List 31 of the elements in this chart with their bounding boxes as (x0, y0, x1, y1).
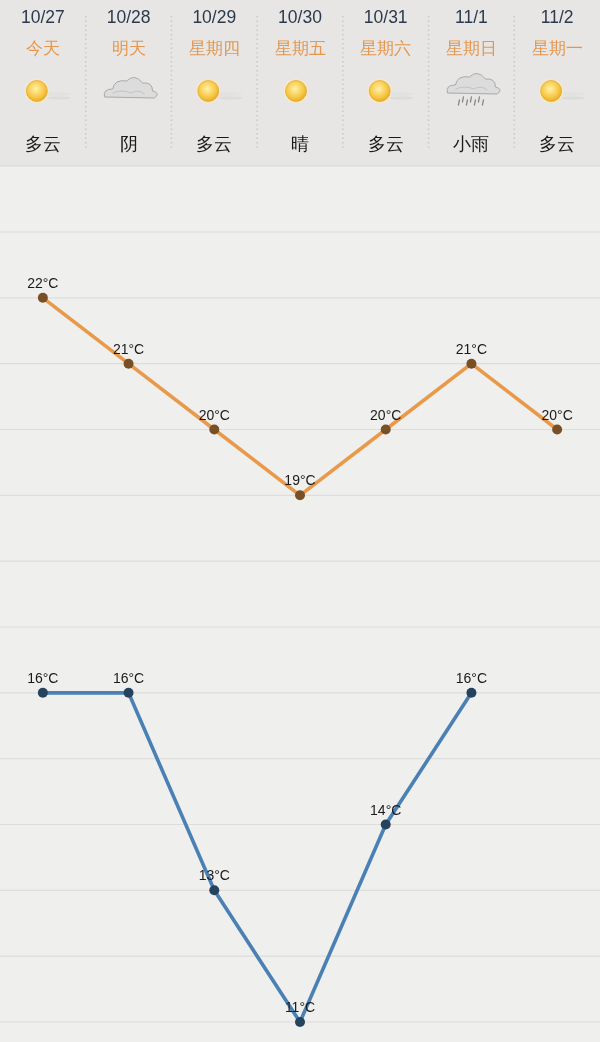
x-tick-label: 10/28 (106, 7, 151, 27)
data-label: 16°C (27, 669, 59, 686)
data-label: 21°C (455, 340, 488, 357)
data-label: 20°C (198, 406, 230, 423)
text: 星期五 (274, 39, 326, 57)
text: 多云 (367, 134, 404, 154)
text: 小雨 (453, 134, 490, 154)
text: 明天 (111, 39, 146, 57)
x-tick-label: 11/1 (455, 7, 488, 27)
text: 晴 (291, 134, 309, 154)
x-tick-label: 10/31 (363, 7, 408, 27)
data-label: 22°C (27, 274, 59, 291)
text: 阴 (119, 134, 138, 154)
data-label: 21°C (112, 340, 145, 357)
text: 今天 (25, 39, 60, 57)
text: 多云 (539, 134, 576, 154)
text: 星期一 (531, 39, 583, 57)
text: 星期六 (360, 39, 412, 57)
data-label: 16°C (455, 669, 488, 686)
text: 星期四 (188, 39, 240, 57)
x-tick-label: 11/2 (540, 7, 574, 27)
data-label: 16°C (112, 669, 145, 686)
text: 多云 (196, 134, 233, 154)
data-label: 19°C (284, 472, 316, 489)
x-tick-label: 10/30 (278, 7, 323, 27)
data-label: 20°C (370, 406, 402, 423)
text: 多云 (24, 134, 61, 154)
data-label: 20°C (541, 406, 573, 423)
x-tick-label: 10/29 (192, 7, 237, 27)
x-tick-label: 10/27 (20, 7, 65, 27)
text: 星期日 (445, 39, 497, 57)
